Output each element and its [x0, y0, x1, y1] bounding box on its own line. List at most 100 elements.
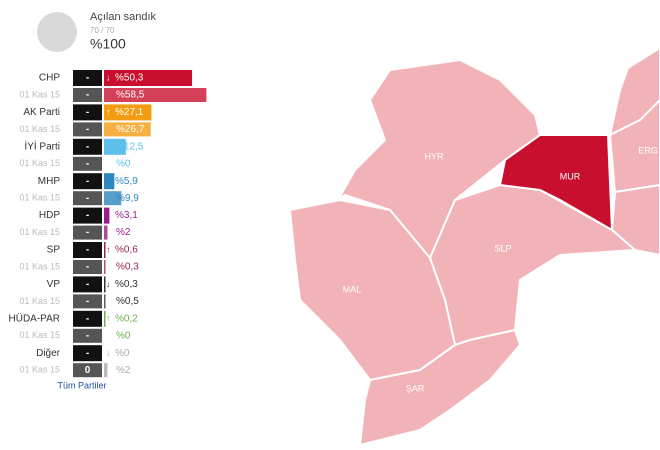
- seats: -: [86, 245, 89, 256]
- prev-seat-box: [73, 191, 102, 206]
- seat-box: [73, 138, 102, 155]
- vote-label: %0,6: [115, 245, 138, 256]
- seat-box: [73, 345, 102, 362]
- trend-arrow: ↑: [106, 107, 111, 117]
- vote-label: %12,5: [115, 141, 144, 152]
- prev-seat-box: [73, 294, 102, 309]
- prev-vote-bar: [104, 363, 108, 378]
- map-label: SLP: [494, 243, 511, 253]
- vote-label: %50,3: [115, 73, 144, 84]
- prev-vote-label: %58,5: [116, 90, 145, 101]
- seats: -: [86, 313, 89, 324]
- map-label: ERG: [638, 145, 658, 155]
- trend-arrow: ↑: [106, 313, 111, 323]
- prev-seats: 0: [85, 365, 91, 376]
- map-label: MUR: [560, 171, 581, 181]
- prev-vote-label: %0,5: [116, 296, 139, 307]
- prev-seat-box: [73, 88, 102, 102]
- vote-label: %27,1: [115, 107, 144, 118]
- prev-date: 01 Kas 15: [19, 89, 60, 99]
- all-parties-link[interactable]: Tüm Partiler: [57, 380, 106, 390]
- party-name: Diğer: [36, 348, 61, 359]
- vote-label: %5,9: [115, 176, 138, 187]
- prev-date: 01 Kas 15: [19, 261, 60, 271]
- prev-vote-bar: [104, 260, 106, 274]
- seats: -: [86, 141, 89, 152]
- prev-vote-label: %0: [116, 158, 131, 169]
- trend-arrow: ↑: [106, 141, 111, 151]
- header-percent: %100: [90, 36, 126, 52]
- prev-seat-box: [73, 156, 102, 171]
- seats: -: [86, 348, 89, 359]
- prev-vote-label: %2: [116, 365, 131, 376]
- prev-vote-bar: [104, 225, 108, 240]
- prev-vote-label: %0: [116, 330, 131, 341]
- prev-vote-label: %2: [116, 227, 131, 238]
- vote-label: %0,3: [115, 279, 138, 290]
- prev-seats: -: [86, 330, 89, 341]
- prev-seats: -: [86, 227, 89, 238]
- seat-box: [73, 173, 102, 190]
- party-name: SP: [47, 245, 61, 256]
- prev-date: 01 Kas 15: [19, 158, 60, 168]
- prev-vote-label: %0,3: [116, 262, 139, 273]
- prev-vote-bar: [104, 122, 151, 137]
- seats: -: [86, 107, 89, 118]
- prev-seats: -: [86, 158, 89, 169]
- party-name: CHP: [39, 73, 60, 84]
- party-name: HDP: [39, 210, 60, 221]
- vote-label: %3,1: [115, 210, 138, 221]
- prev-vote-bar: [104, 294, 106, 309]
- trend-arrow: ↑: [106, 244, 111, 254]
- seats: -: [86, 279, 89, 290]
- trend-arrow: ↓: [106, 72, 111, 82]
- trend-arrow: ↓: [106, 176, 111, 186]
- seats: -: [86, 176, 89, 187]
- map-label: MAL: [343, 284, 362, 294]
- party-name: İYİ Parti: [24, 139, 60, 152]
- vote-bar: [104, 104, 152, 121]
- prev-date: 01 Kas 15: [19, 296, 60, 306]
- map-region-selected[interactable]: [498, 134, 614, 232]
- party-name: AK Parti: [23, 107, 60, 118]
- map-region[interactable]: [608, 98, 660, 194]
- prev-seat-box: [73, 225, 102, 240]
- prev-date: 01 Kas 15: [19, 124, 60, 134]
- header-title: Açılan sandık: [90, 11, 157, 23]
- prev-seat-box: [73, 260, 102, 274]
- vote-label: %0: [115, 348, 130, 359]
- trend-arrow: ↓: [106, 348, 111, 358]
- seats: -: [86, 73, 89, 84]
- vote-bar: [104, 138, 126, 155]
- seat-box: [73, 276, 102, 293]
- prev-seat-box: [73, 122, 102, 137]
- seat-box: [73, 242, 102, 258]
- party-name: MHP: [38, 176, 61, 187]
- prev-date: 01 Kas 15: [19, 227, 60, 237]
- vote-bar: [104, 70, 193, 86]
- prev-date: 01 Kas 15: [19, 330, 60, 340]
- prev-date: 01 Kas 15: [19, 193, 60, 203]
- seat-box: [73, 310, 102, 327]
- prev-vote-bar: [104, 191, 122, 206]
- prev-seats: -: [86, 262, 89, 273]
- prev-vote-label: %9,9: [116, 193, 139, 204]
- prev-seats: -: [86, 90, 89, 101]
- seat-box: [73, 70, 102, 86]
- party-name: HÜDA-PAR: [9, 312, 60, 324]
- prev-vote-bar: [104, 88, 207, 102]
- header-count: 70 / 70: [90, 26, 115, 35]
- prev-seat-box: [73, 328, 102, 343]
- map-label: ŞAR: [406, 383, 425, 393]
- map-region[interactable]: [358, 328, 522, 447]
- party-name: VP: [47, 279, 61, 290]
- prev-date: 01 Kas 15: [19, 365, 60, 375]
- map: HYR MUR ERG SLP MAL ŞAR: [288, 46, 660, 447]
- prev-vote-label: %26,7: [116, 124, 145, 135]
- trend-arrow: ↑: [106, 210, 111, 220]
- seat-box: [73, 207, 102, 224]
- vote-bar: [104, 310, 106, 327]
- prev-seats: -: [86, 193, 89, 204]
- prev-seats: -: [86, 296, 89, 307]
